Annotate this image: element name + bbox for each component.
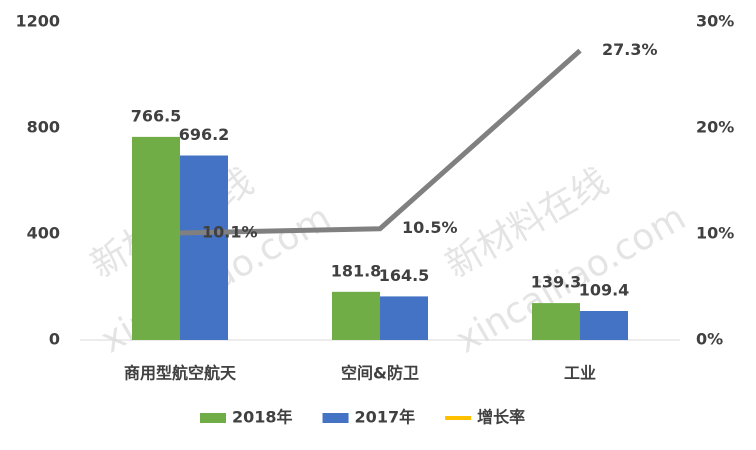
bar-value-label: 696.2 — [179, 125, 230, 144]
x-tick-label: 空间&防卫 — [341, 364, 419, 383]
bar-value-label: 139.3 — [531, 273, 582, 292]
bar — [380, 296, 428, 340]
y2-tick-label: 20% — [696, 118, 734, 137]
y2-tick-label: 0% — [696, 330, 723, 349]
bar-value-label: 181.8 — [331, 261, 382, 280]
bar — [132, 136, 180, 340]
legend-label: 增长率 — [477, 408, 525, 427]
bar — [332, 291, 380, 340]
line — [179, 48, 582, 236]
bar — [580, 311, 628, 340]
x-tick-label: 工业 — [564, 364, 596, 383]
legend-swatch — [322, 413, 349, 423]
y-tick-label: 1200 — [15, 12, 60, 31]
y-tick-label: 0 — [49, 330, 60, 349]
legend-swatch — [200, 413, 226, 423]
bar — [180, 155, 228, 340]
line-value-label: 10.5% — [402, 218, 458, 237]
y-tick-label: 400 — [27, 224, 60, 243]
y2-tick-label: 10% — [696, 224, 734, 243]
bar-value-label: 766.5 — [131, 106, 182, 125]
line-value-label: 27.3% — [602, 40, 658, 59]
y-tick-label: 800 — [27, 118, 60, 137]
legend-label: 2018年 — [232, 408, 293, 427]
bar-value-label: 164.5 — [379, 266, 430, 285]
bar — [532, 303, 580, 340]
line-value-label: 10.1% — [202, 222, 258, 241]
y2-tick-label: 30% — [696, 12, 734, 31]
bar-value-label: 109.4 — [579, 281, 630, 300]
x-tick-label: 商用型航空航天 — [124, 364, 237, 383]
legend-label: 2017年 — [355, 408, 416, 427]
